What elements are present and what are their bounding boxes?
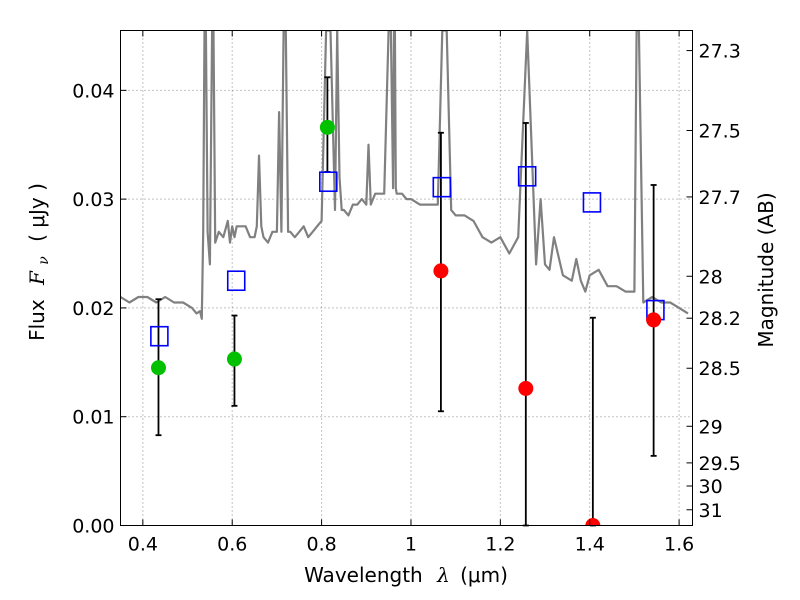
y-axis-title: Flux F ν ( μJy ) xyxy=(25,183,53,341)
right-tick-label: 27.5 xyxy=(699,120,741,142)
x-axis-title-word: Wavelength xyxy=(304,563,423,587)
right-tick-label: 30 xyxy=(699,476,723,498)
x-tick-label: 0.6 xyxy=(217,534,247,556)
x-tick-label: 0.8 xyxy=(306,534,336,556)
x-tick-label: 0.4 xyxy=(128,534,158,556)
red-data-point xyxy=(433,263,449,279)
right-tick-label: 31 xyxy=(699,500,723,522)
x-tick-label: 1 xyxy=(405,534,417,556)
y-axis-title-word: Flux xyxy=(25,299,49,341)
green-data-point xyxy=(226,351,242,367)
red-data-point xyxy=(518,380,534,396)
right-tick-label: 28.5 xyxy=(699,358,741,380)
y-tick-label: 0.01 xyxy=(72,407,114,429)
model-square-point xyxy=(226,270,246,292)
right-axis-title: Magnitude (AB) xyxy=(754,192,778,347)
right-tick-label: 27.7 xyxy=(699,187,741,209)
y-tick-label: 0.00 xyxy=(72,516,114,538)
x-axis-title-symbol: λ xyxy=(436,563,450,587)
data-series xyxy=(120,30,689,527)
right-tick-label: 27.3 xyxy=(699,41,741,63)
green-data-point xyxy=(150,360,166,376)
y-tick-label: 0.04 xyxy=(72,80,114,102)
red-data-point xyxy=(646,312,662,328)
y-tick-label: 0.03 xyxy=(72,189,114,211)
y-axis-title-unit: ( μJy ) xyxy=(25,183,49,242)
red-data-point xyxy=(585,518,601,526)
model-square-point xyxy=(318,171,338,193)
right-tick-label: 29.5 xyxy=(699,453,741,475)
x-axis-title-unit: (μm) xyxy=(460,563,508,587)
green-data-point xyxy=(319,119,335,135)
model-square-point xyxy=(517,165,537,187)
model-square-point xyxy=(432,176,452,198)
y-axis-title-symbol: F xyxy=(25,270,49,286)
right-tick-label: 28 xyxy=(699,266,723,288)
right-tick-label: 28.2 xyxy=(699,308,741,330)
y-tick-label: 0.02 xyxy=(72,298,114,320)
plot-frame xyxy=(120,30,693,526)
axis-ticks: 0.4 0.6 0.8 1 1.2 1.4 1.6 0.00 0.01 0.02 0.03 0.04 2… xyxy=(72,30,741,556)
model-square-point xyxy=(150,325,169,347)
right-tick-label: 29 xyxy=(699,416,723,438)
y-axis-title-subscript: ν xyxy=(36,256,52,265)
x-axis-title: Wavelength λ (μm) xyxy=(304,563,508,587)
x-tick-label: 1.6 xyxy=(664,534,694,556)
x-tick-label: 1.4 xyxy=(575,534,605,556)
x-tick-label: 1.2 xyxy=(485,534,515,556)
model-square-point xyxy=(582,192,602,213)
sed-line xyxy=(120,30,689,320)
